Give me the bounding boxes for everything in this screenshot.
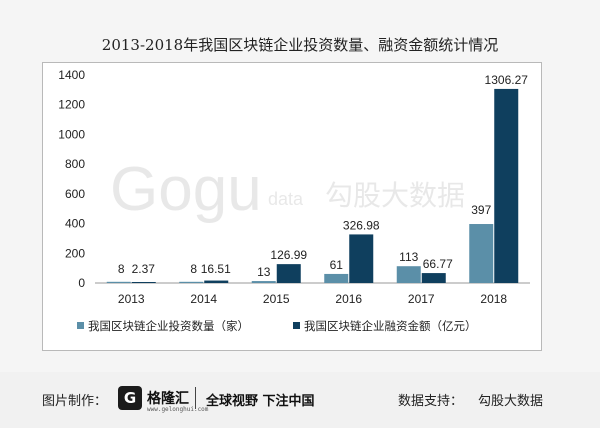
x-tick-label-2018: 2018 (480, 292, 507, 306)
bar-financing-amount-2015 (276, 264, 301, 283)
bar-investment-count-2013 (106, 281, 131, 283)
value-label-financing-amount-2015: 126.99 (270, 248, 307, 262)
footer-divider (195, 387, 196, 409)
x-tick-label-2016: 2016 (335, 292, 362, 306)
y-axis: 0 200 400 600 800 1000 1200 1400 (58, 68, 85, 290)
x-axis-labels: 2013 2014 2015 2016 2017 2018 (118, 292, 508, 306)
y-tick-label: 1400 (58, 68, 85, 82)
value-label-investment-count-2015: 13 (257, 265, 271, 279)
value-label-financing-amount-2016: 326.98 (343, 218, 380, 232)
bar-investment-count-2014 (179, 281, 204, 283)
y-tick-label: 800 (65, 157, 85, 171)
bar-investment-count-2017 (396, 266, 421, 283)
legend: 我国区块链企业投资数量（家） 我国区块链企业融资金额（亿元） (77, 319, 477, 333)
footer: 图片制作： G 格隆汇 www.gelonghui.com 全球视野 下注中国 … (0, 372, 600, 428)
y-tick-label: 600 (65, 187, 85, 201)
data-support-value: 勾股大数据 (478, 394, 544, 409)
watermark: Gogu data 勾股大数据 (110, 155, 465, 224)
value-label-investment-count-2017: 113 (399, 250, 418, 264)
bar-financing-amount-2018 (494, 88, 519, 283)
brand-name: 格隆汇 (147, 391, 189, 407)
x-tick-label-2013: 2013 (118, 292, 145, 306)
legend-label-1: 我国区块链企业融资金额（亿元） (304, 319, 477, 333)
value-label-investment-count-2016: 61 (330, 258, 344, 272)
bar-chart: Gogu data 勾股大数据 0 200 400 600 800 1000 1200 140… (58, 68, 530, 333)
data-support-label: 数据支持： (398, 394, 464, 409)
x-tick-label-2017: 2017 (408, 292, 435, 306)
value-label-financing-amount-2014: 16.51 (201, 262, 231, 276)
value-label-investment-count-2014: 8 (190, 262, 197, 276)
y-tick-label: 0 (78, 276, 85, 290)
bar-financing-amount-2013 (131, 282, 156, 283)
x-tick-label-2015: 2015 (263, 292, 290, 306)
legend-swatch-1 (293, 322, 300, 329)
bar-financing-amount-2016 (349, 234, 374, 283)
value-label-investment-count-2013: 8 (118, 262, 125, 276)
watermark-cn-text: 勾股大数据 (325, 179, 465, 212)
y-tick-label: 1000 (58, 127, 85, 141)
legend-swatch-0 (77, 322, 84, 329)
legend-label-0: 我国区块链企业投资数量（家） (88, 319, 249, 333)
chart-frame (42, 62, 542, 351)
y-tick-label: 200 (65, 246, 85, 260)
chart-title: 2013-2018年我国区块链企业投资数量、融资金额统计情况 (101, 36, 499, 54)
brand-slogan: 全球视野 下注中国 (206, 394, 315, 409)
y-tick-label: 1200 (58, 98, 85, 112)
value-label-financing-amount-2018: 1306.27 (485, 73, 529, 87)
brand-logo-icon: G (118, 386, 142, 410)
bar-financing-amount-2014 (204, 280, 229, 283)
value-label-financing-amount-2017: 66.77 (423, 257, 453, 271)
bar-financing-amount-2017 (421, 273, 446, 283)
bar-investment-count-2018 (469, 224, 494, 283)
bar-investment-count-2015 (251, 281, 276, 283)
brand-url: www.gelonghui.com (147, 406, 209, 413)
value-label-financing-amount-2013: 2.37 (132, 262, 156, 276)
made-by-label: 图片制作： (42, 394, 108, 409)
bar-investment-count-2016 (324, 273, 349, 283)
watermark-logo-text: Gogu (110, 155, 262, 224)
bars (106, 88, 519, 283)
value-label-investment-count-2018: 397 (471, 203, 491, 217)
value-labels: 8 2.37 8 16.51 13 126.99 61 326.98 113 66.77 397 13… (118, 73, 528, 279)
y-tick-label: 400 (65, 217, 85, 231)
x-tick-label-2014: 2014 (190, 292, 217, 306)
watermark-sub-text: data (268, 189, 304, 209)
